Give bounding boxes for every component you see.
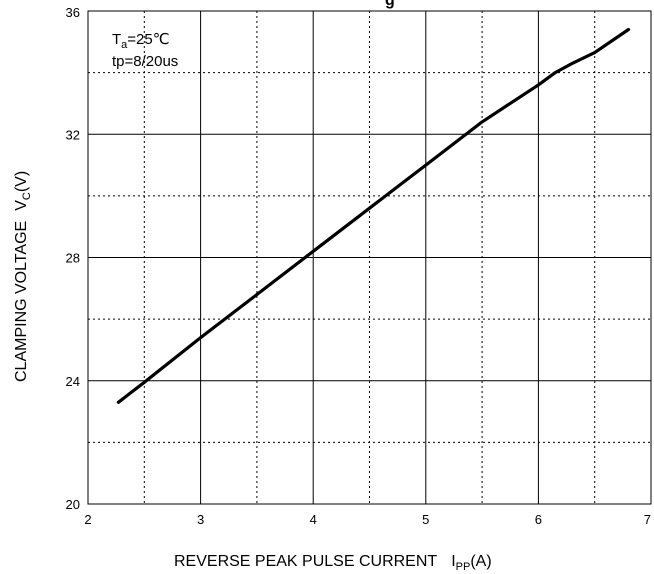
- x-tick-label: 2: [84, 512, 91, 527]
- pulse-width-annotation: tp=8/20us: [112, 53, 178, 70]
- temperature-subscript: a: [121, 39, 128, 51]
- y-axis-label-main: CLAMPING VOLTAGE: [13, 221, 30, 382]
- temperature-symbol: T: [112, 31, 121, 48]
- x-axis-label-subscript: PP: [456, 561, 471, 573]
- clamping-voltage-series-line: [116, 27, 631, 404]
- y-tick-label: 20: [66, 497, 80, 512]
- x-axis-label-main: REVERSE PEAK PULSE CURRENT: [174, 553, 437, 570]
- x-tick-label: 6: [535, 512, 542, 527]
- series-layer: [116, 27, 631, 404]
- x-tick-label: 3: [197, 512, 204, 527]
- x-tick-label: 4: [310, 512, 317, 527]
- y-axis-label-subscript: C: [21, 192, 33, 200]
- x-tick-label: 5: [422, 512, 429, 527]
- y-tick-label: 24: [66, 374, 80, 389]
- chart-title-fragment: g: [385, 0, 395, 9]
- y-tick-label: 36: [66, 5, 80, 20]
- temperature-annotation: Ta=25℃: [112, 31, 170, 51]
- y-axis-label-unit: (V): [13, 171, 30, 192]
- x-axis-label-unit: (A): [470, 553, 491, 570]
- y-tick-label: 32: [66, 127, 80, 142]
- tick-label-layer: 2 3 4 5 6 7 20 24 28 32 36: [66, 5, 651, 527]
- x-tick-label: 7: [644, 512, 651, 527]
- plot-frame: [87, 10, 652, 505]
- y-tick-label: 28: [66, 251, 80, 266]
- x-axis-label-symbol: I: [451, 553, 455, 570]
- y-axis-label-symbol: V: [13, 200, 30, 211]
- x-axis-label: REVERSE PEAK PULSE CURRENT IPP(A): [174, 553, 492, 573]
- grid-layer: [88, 11, 651, 504]
- y-axis-label: CLAMPING VOLTAGE VC(V): [13, 171, 33, 382]
- temperature-value: =25℃: [127, 31, 169, 48]
